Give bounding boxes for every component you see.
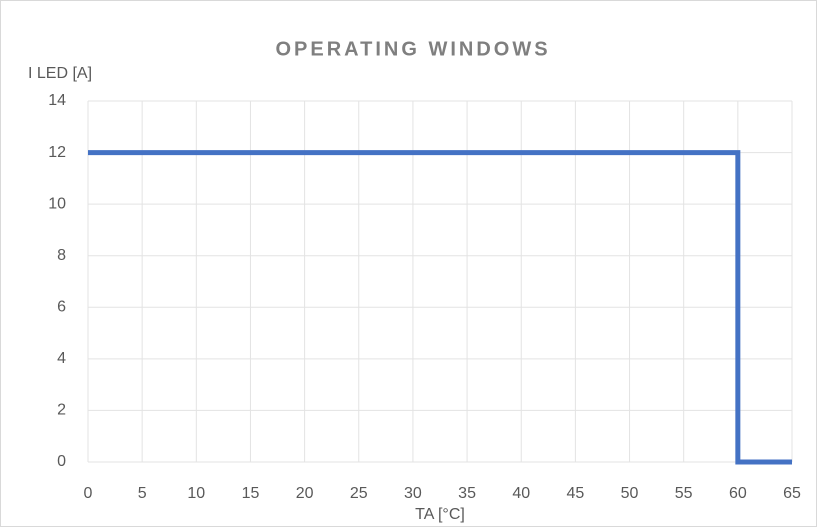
x-tick-label: 25: [350, 485, 368, 502]
y-tick-label: 4: [57, 350, 66, 367]
x-tick-label: 35: [458, 485, 476, 502]
x-tick-label: 0: [84, 485, 93, 502]
x-tick-label: 45: [566, 485, 584, 502]
data-line: [88, 150, 792, 465]
x-tick-label: 15: [242, 485, 260, 502]
x-tick-label: 40: [512, 485, 530, 502]
x-tick-label: 20: [296, 485, 314, 502]
x-tick-label: 30: [404, 485, 422, 502]
y-tick-label: 8: [57, 247, 66, 264]
x-tick-label: 50: [621, 485, 639, 502]
y-tick-label: 14: [48, 92, 66, 109]
x-tick-label: 10: [187, 485, 205, 502]
x-tick-label: 55: [675, 485, 693, 502]
y-tick-label: 10: [48, 195, 66, 212]
x-axis-label: TA [°C]: [415, 506, 465, 523]
y-tick-label: 12: [48, 144, 66, 161]
x-tick-label: 65: [783, 485, 801, 502]
y-tick-label: 0: [57, 453, 66, 470]
y-axis-label: I LED [A]: [28, 65, 92, 82]
x-tick-label: 60: [729, 485, 747, 502]
x-tick-label: 5: [138, 485, 147, 502]
y-tick-label: 6: [57, 299, 66, 316]
chart-title: OPERATING WINDOWS: [275, 38, 550, 60]
y-tick-label: 2: [57, 402, 66, 419]
